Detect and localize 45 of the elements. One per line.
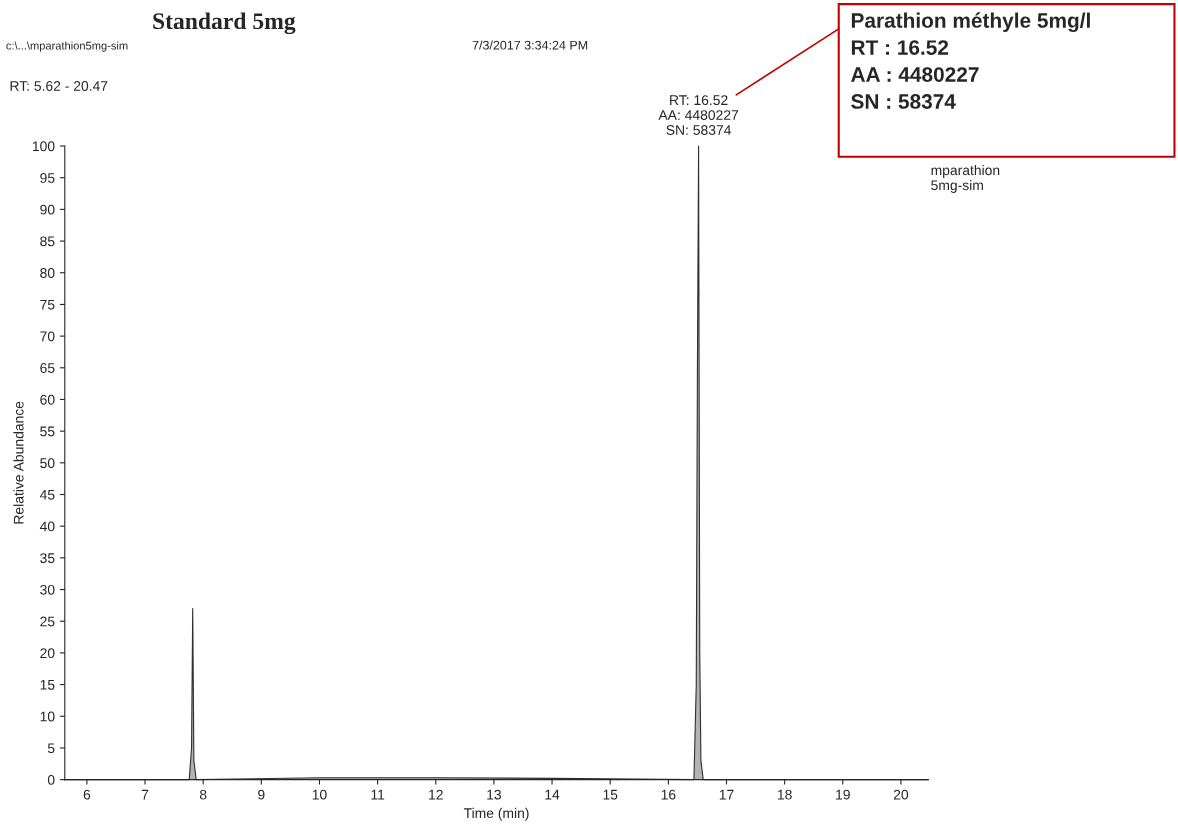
text: RT: 5.62 - 20.47 (10, 81, 108, 91)
x-tick-label: 9 (258, 789, 265, 800)
x-tick-label: 7 (141, 789, 149, 800)
text: mparathion 5mg-sim (931, 165, 1000, 193)
x-tick-label: 11 (371, 789, 385, 800)
y-tick-label: 55 (40, 426, 55, 437)
y-tick-label: 30 (40, 584, 55, 595)
y-tick-label: 0 (47, 774, 55, 785)
y-tick-label: 75 (40, 299, 55, 310)
x-axis-title: Time (min) (463, 807, 529, 821)
y-tick-label: 40 (39, 521, 55, 532)
y-tick-label: 45 (39, 489, 55, 500)
y-tick-label: 25 (40, 616, 55, 627)
x-tick-label: 8 (199, 789, 207, 800)
y-tick-label: 35 (40, 553, 55, 564)
y-tick-label: 70 (40, 331, 55, 342)
y-tick-label: 85 (40, 236, 55, 247)
y-tick-label: 15 (40, 680, 55, 690)
x-tick-label: 13 (487, 789, 502, 800)
x-tick-label: 15 (603, 789, 618, 800)
y-tick-label: 100 (32, 141, 55, 152)
y-tick-label: 65 (40, 363, 55, 373)
y-tick-label: 95 (40, 173, 55, 183)
y-tick-label: 90 (40, 204, 55, 215)
annotation: RT: 16.52 AA: 4480227 SN: 58374 (658, 95, 739, 135)
text: c:\...\mparathion5mg-sim (6, 41, 128, 52)
y-axis-title: Relative Abundance (13, 401, 24, 524)
y-tick-label: 50 (40, 458, 55, 468)
y-tick-label: 10 (40, 711, 55, 722)
x-tick-label: 18 (777, 789, 792, 800)
x-tick-label: 6 (83, 789, 91, 800)
x-tick-label: 10 (312, 789, 327, 800)
y-tick-label: 80 (40, 268, 55, 278)
y-tick-label: 60 (40, 394, 55, 405)
x-tick-label: 16 (661, 789, 676, 800)
y-tick-label: 20 (40, 648, 55, 659)
y-tick-label: 5 (47, 743, 55, 754)
x-tick-label: 17 (719, 789, 734, 800)
x-tick-label: 19 (836, 789, 850, 800)
text: Parathion méthyle 5mg/l RT : 16.52 AA : 4480227 SN : 58374 (851, 12, 1090, 109)
text: 7/3/2017 3:34:24 PM (472, 40, 588, 50)
x-tick-label: 20 (893, 789, 909, 800)
x-tick-label: 14 (545, 789, 560, 800)
chart-title: Standard 5mg (153, 12, 296, 35)
x-tick-label: 12 (429, 789, 443, 800)
